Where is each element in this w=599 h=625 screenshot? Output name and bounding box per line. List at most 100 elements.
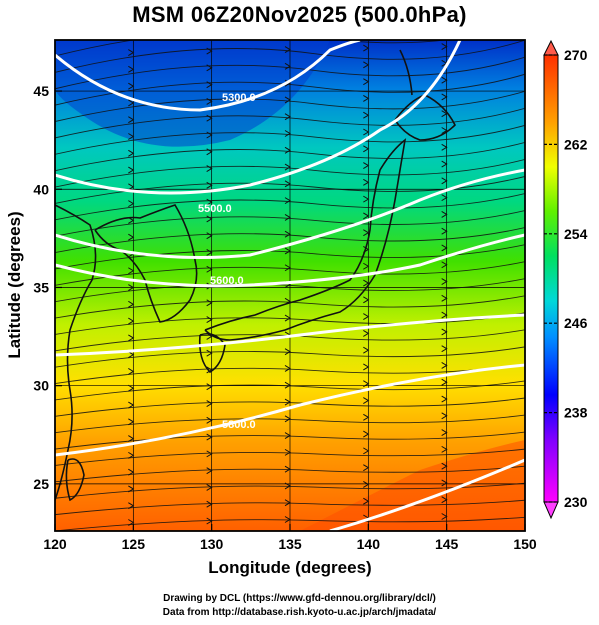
- wind-arrow: [206, 299, 213, 307]
- wind-arrow: [441, 127, 448, 134]
- wind-arrow: [441, 143, 448, 151]
- colorbar-tick-label-254: 254: [564, 226, 588, 242]
- wind-arrow: [441, 462, 448, 470]
- streamline-15: [55, 278, 525, 303]
- y-tick-label-35: 35: [33, 279, 49, 295]
- wind-arrow: [128, 233, 135, 241]
- wind-arrow: [284, 163, 291, 171]
- wind-arrow: [128, 317, 135, 325]
- y-tick-label-30: 30: [33, 378, 49, 394]
- wind-arrow: [284, 247, 291, 255]
- y-tick-label-25: 25: [33, 476, 49, 492]
- wind-arrow: [441, 311, 448, 319]
- wind-arrow: [284, 264, 291, 272]
- colorbar: 270 262 254 246 238 230: [543, 39, 588, 520]
- wind-arrow: [441, 378, 448, 386]
- wind-arrow: [363, 128, 370, 136]
- colorbar-scale: [543, 54, 559, 503]
- colorbar-tick-label-238: 238: [564, 405, 588, 421]
- wind-arrow: [284, 348, 291, 356]
- wind-arrow: [206, 383, 213, 391]
- wind-arrow: [441, 160, 448, 168]
- wind-arrow: [284, 230, 291, 238]
- contour-5900: [329, 458, 525, 531]
- wind-arrow: [206, 98, 213, 105]
- wind-arrow: [363, 145, 370, 153]
- geopotential-contours: [55, 40, 525, 531]
- contour-5800: [55, 363, 525, 457]
- wind-arrow: [284, 180, 291, 188]
- wind-arrow: [128, 82, 135, 90]
- wind-arrow: [284, 499, 291, 507]
- streamline-2: [55, 56, 525, 90]
- streamline-28: [55, 499, 525, 516]
- wind-arrow: [128, 183, 135, 191]
- x-tick-label-150: 150: [513, 536, 537, 552]
- wind-arrow: [206, 232, 213, 240]
- wind-arrow: [363, 313, 370, 321]
- wind-arrow: [284, 197, 291, 205]
- colorbar-bottom-arrow: [543, 501, 559, 520]
- wind-arrow: [128, 200, 135, 208]
- wind-arrow: [363, 447, 370, 455]
- streamline-5: [55, 107, 525, 139]
- wind-arrow: [363, 44, 370, 52]
- streamline-18: [55, 329, 525, 352]
- streamline-20: [55, 363, 525, 385]
- wind-arrow: [363, 229, 370, 237]
- wind-arrow: [206, 198, 213, 206]
- japan-honshu-coast: [204, 138, 407, 341]
- streamline-24: [55, 431, 525, 450]
- wind-arrow: [441, 177, 448, 185]
- chart-title: MSM 06Z20Nov2025 (500.0hPa): [132, 2, 467, 27]
- wind-arrow: [284, 365, 291, 372]
- wind-arrow: [206, 416, 213, 424]
- streamline-14: [55, 261, 525, 286]
- wind-arrow: [206, 81, 213, 89]
- streamline-19: [55, 346, 525, 368]
- y-axis-title: Latitude (degrees): [5, 211, 24, 358]
- credit-drawing: Drawing by DCL (https://www.gfd-dennou.o…: [163, 593, 436, 604]
- wind-arrow: [206, 47, 213, 55]
- wind-arrow: [363, 95, 370, 102]
- colorbar-tick-label-230: 230: [564, 494, 588, 510]
- streamline-8: [55, 159, 525, 188]
- wind-arrow: [284, 448, 291, 456]
- wind-arrow: [284, 398, 291, 406]
- contour-5500: [55, 168, 525, 259]
- wind-arrow: [363, 78, 370, 86]
- wind-arrow: [441, 345, 448, 353]
- wind-arrow: [285, 30, 290, 36]
- wind-arrow: [128, 166, 135, 174]
- x-tick-label-130: 130: [200, 536, 224, 552]
- wind-arrow: [363, 262, 370, 270]
- wind-arrow: [284, 516, 291, 523]
- warm-region: [300, 440, 525, 531]
- wind-arrow: [363, 413, 370, 421]
- taiwan-coast: [65, 458, 85, 502]
- wind-arrow: [441, 227, 448, 235]
- y-tick-label-40: 40: [33, 181, 49, 197]
- y-tick-label-45: 45: [33, 83, 49, 99]
- wind-arrow: [441, 76, 448, 84]
- wind-arrow: [128, 334, 135, 342]
- x-tick-label-125: 125: [122, 536, 146, 552]
- streamline-7: [55, 141, 525, 172]
- contour-labels: 5300.0 5500.0 5600.0 5800.0: [198, 92, 256, 431]
- cold-pool: [55, 40, 330, 147]
- wind-arrow: [441, 445, 448, 453]
- wind-arrow: [128, 33, 133, 39]
- wind-arrow: [284, 465, 291, 473]
- wind-arrow: [206, 484, 213, 491]
- wind-arrow: [206, 316, 213, 324]
- wind-arrow: [441, 244, 448, 252]
- streamline-13: [55, 244, 525, 270]
- wind-arrow: [363, 61, 370, 69]
- wind-arrow: [363, 346, 370, 354]
- wind-arrow: [363, 162, 370, 169]
- colorbar-top-arrow: [543, 39, 559, 56]
- wind-arrow: [206, 349, 213, 357]
- wind-arrow: [284, 46, 291, 54]
- wind-arrow: [206, 181, 213, 189]
- wind-arrow: [206, 249, 213, 256]
